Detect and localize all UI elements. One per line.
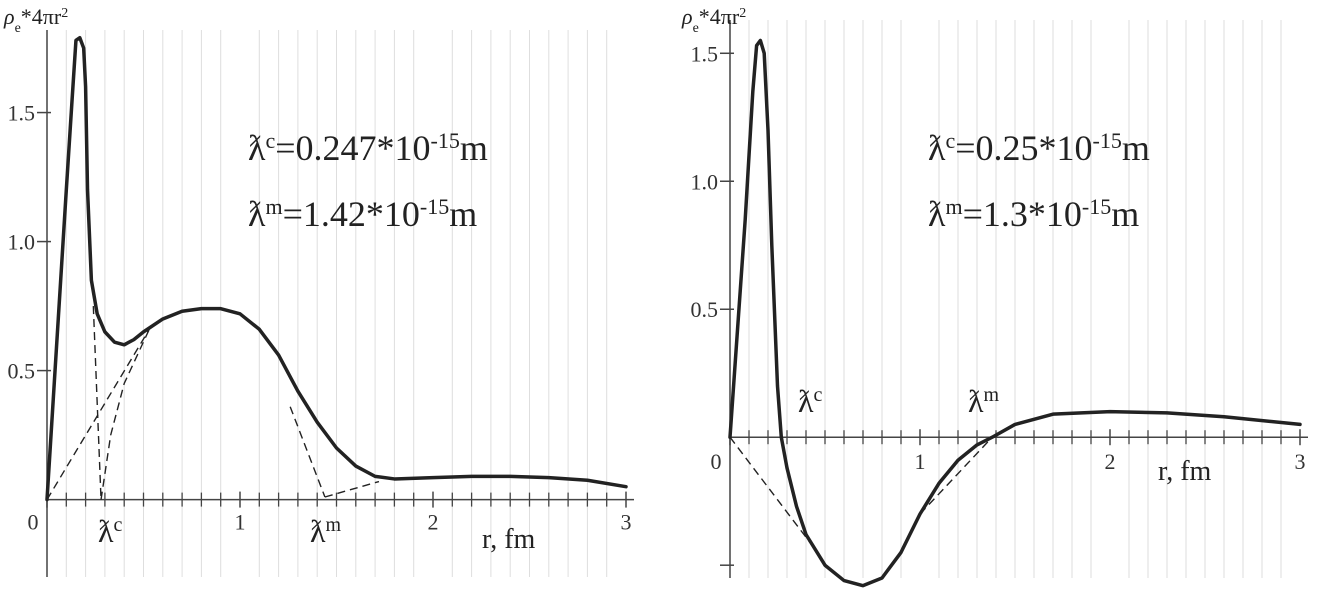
text-run: =0.25*10 (955, 128, 1092, 168)
density-curve (45, 35, 628, 502)
annotation: ƛm=1.3*10-15m (928, 194, 1139, 235)
text-run: m (945, 194, 962, 219)
tangent-line (46, 328, 150, 500)
text-run: *4πr (21, 4, 62, 29)
y-tick-label: 1.5 (691, 41, 719, 66)
text-run: -15 (1093, 128, 1122, 153)
text-run: ρ (681, 4, 693, 29)
text-run: =0.247*10 (275, 128, 430, 168)
text-run: =1.3*10 (963, 194, 1082, 234)
text-run: m (460, 128, 488, 168)
x-axis-label: r, fm (482, 524, 536, 555)
text-run: 2 (739, 6, 746, 21)
x-tick-label: 2 (1105, 449, 1116, 474)
text-run: =1.42*10 (283, 194, 420, 234)
x-axis-label: r, fm (1158, 456, 1212, 487)
text-run: ƛ (928, 194, 946, 234)
text-run: ƛ (310, 513, 326, 549)
text-run: ƛ (928, 128, 946, 168)
text-run: c (945, 128, 955, 153)
y-tick-label: 1.0 (8, 230, 36, 255)
text-run: ƛ (968, 383, 984, 419)
tangent-line (92, 306, 102, 500)
x-tick-label: 1 (235, 510, 246, 535)
text-run: c (114, 514, 123, 536)
annotation: ƛm (310, 513, 342, 549)
x-tick-label: 0 (711, 449, 722, 474)
annotation: ƛc=0.247*10-15m (248, 128, 488, 169)
text-run: m (265, 194, 282, 219)
x-tick-label: 2 (428, 510, 439, 535)
text-run: ƛ (98, 513, 114, 549)
annotation: ƛc=0.25*10-15m (928, 128, 1150, 169)
annotation: ƛm=1.42*10-15m (248, 194, 477, 235)
tangent-line (100, 329, 150, 500)
text-run: m (1111, 194, 1139, 234)
text-run: m (1122, 128, 1150, 168)
y-tick-label: 1.0 (691, 169, 719, 194)
text-run: m (984, 384, 1000, 406)
y-tick-label: 1.5 (8, 101, 36, 126)
y-tick-label: 0.5 (691, 297, 719, 322)
text-run: ρ (3, 4, 15, 29)
tangent-line (324, 480, 380, 498)
text-run: e (15, 21, 21, 36)
text-run: m (326, 514, 342, 536)
y-axis-label: ρe*4πr2 (3, 4, 68, 36)
text-run: -15 (1082, 194, 1111, 219)
text-run: m (449, 194, 477, 234)
text-run: 2 (61, 6, 68, 21)
x-tick-label: 1 (915, 449, 926, 474)
annotation: ƛc (98, 513, 123, 549)
text-run: ƛ (248, 194, 266, 234)
tangent-line (919, 436, 993, 515)
text-run: c (814, 384, 823, 406)
tangent-line (729, 436, 813, 546)
annotation: ƛm (968, 383, 1000, 419)
x-tick-label: 3 (621, 510, 632, 535)
text-run: ƛ (248, 128, 266, 168)
text-run: c (265, 128, 275, 153)
annotation: ƛc (798, 383, 823, 419)
density-curve (728, 38, 1302, 588)
text-run: -15 (420, 194, 449, 219)
text-run: -15 (431, 128, 460, 153)
y-tick-label: 0.5 (8, 359, 36, 384)
text-run: e (693, 21, 699, 36)
x-tick-label: 0 (28, 510, 39, 535)
x-tick-label: 3 (1295, 449, 1306, 474)
tangent-line (289, 406, 326, 498)
text-run: *4πr (699, 4, 740, 29)
y-axis-label: ρe*4πr2 (681, 4, 746, 36)
text-run: ƛ (798, 383, 814, 419)
